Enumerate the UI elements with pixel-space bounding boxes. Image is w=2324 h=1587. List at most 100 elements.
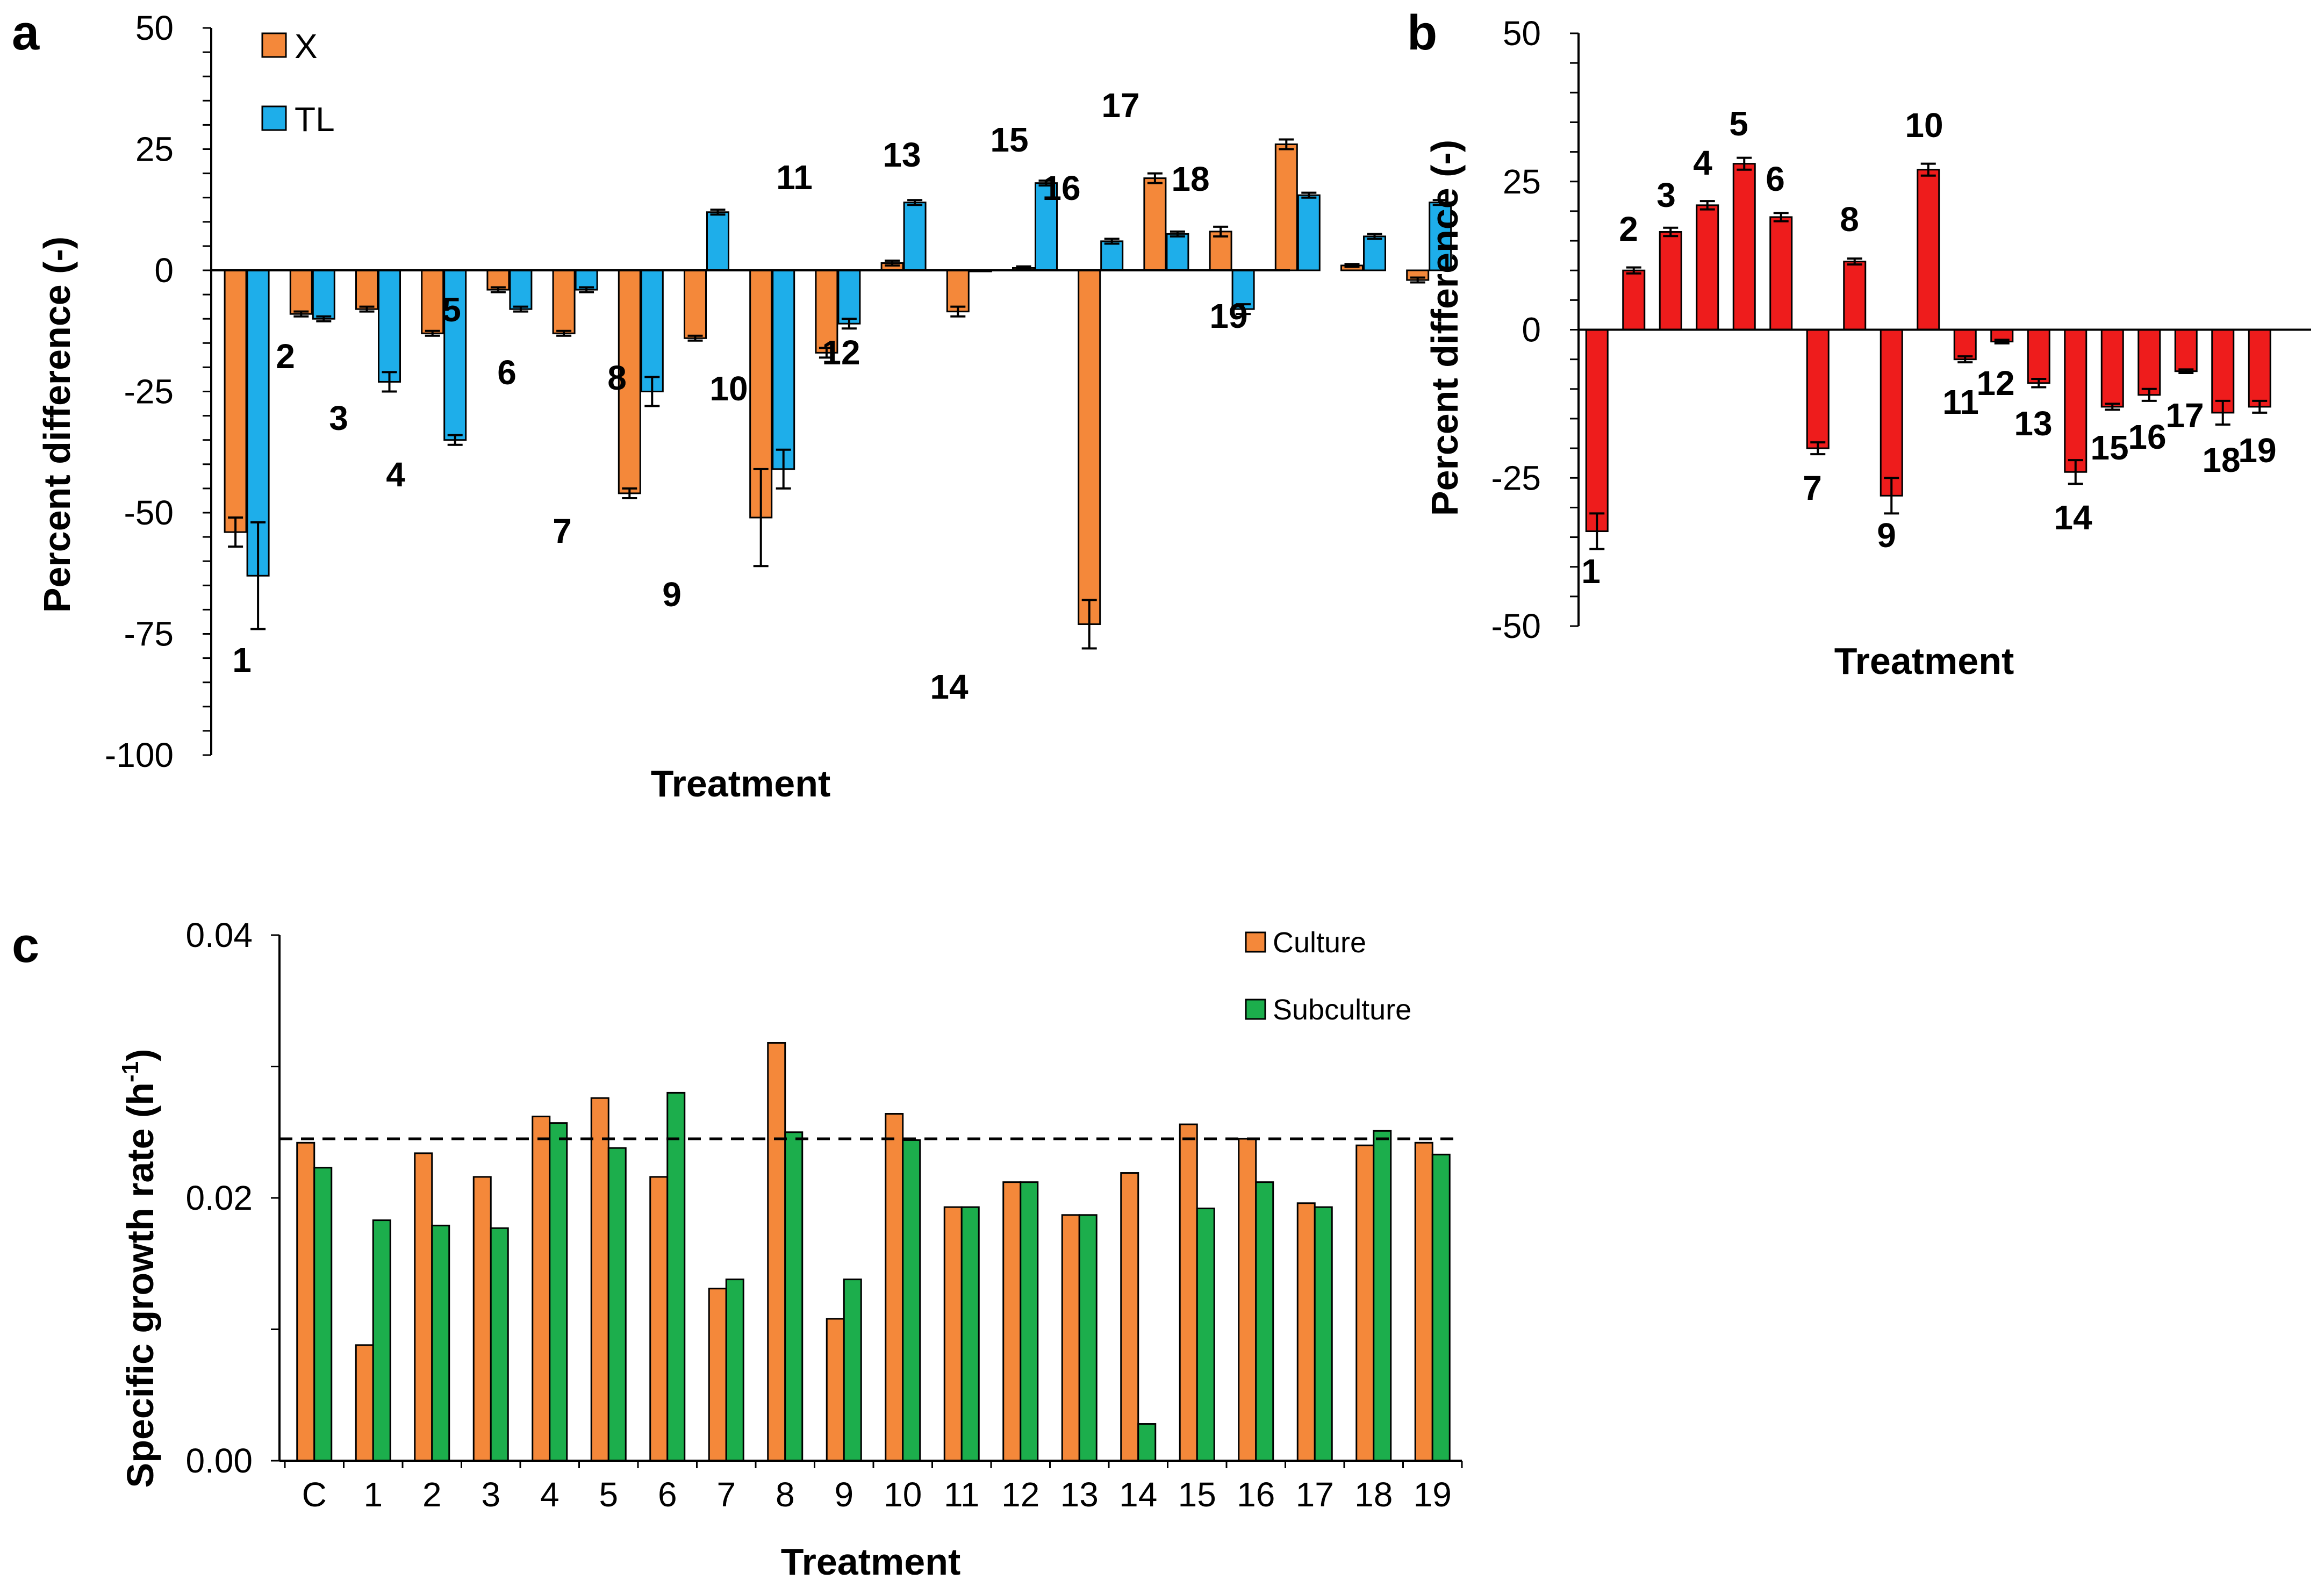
bar-tl-3 <box>378 269 401 383</box>
bar-b-8 <box>1843 261 1867 331</box>
bar-tl-5 <box>509 269 533 310</box>
error-bar-tl-9 <box>776 448 791 490</box>
bar-culture-C <box>296 1141 315 1462</box>
error-bar-tl-8 <box>710 209 726 216</box>
error-bar-b-7 <box>1810 441 1826 456</box>
error-bar-tl-4 <box>447 434 463 446</box>
error-bar-b-8 <box>1847 257 1862 266</box>
bar-culture-17 <box>1296 1202 1316 1462</box>
bar-x-3 <box>355 269 378 310</box>
error-bar-b-3 <box>1663 226 1679 238</box>
error-bar-b-17 <box>2178 368 2194 375</box>
error-bar-b-18 <box>2215 399 2230 426</box>
panel-c-chart: C 1 2 3 4 5 6 7 8 9 10 11 12 13 14 15 16 17 18 190.040.020.… <box>117 916 1463 1583</box>
bar-tl-2 <box>312 269 335 320</box>
error-bar-b-6 <box>1773 212 1789 222</box>
bar-x-16 <box>1209 231 1232 271</box>
a-y-tick-label: -25 <box>124 372 174 411</box>
bar-culture-9 <box>826 1318 845 1462</box>
bar-x-4 <box>421 269 444 334</box>
b-y-tick-label: 25 <box>1503 162 1541 201</box>
legend-tl-label: TL <box>295 100 335 139</box>
error-bar-x-7 <box>622 487 637 499</box>
c-x-axis-title: Treatment <box>781 1541 961 1583</box>
bar-subculture-7 <box>725 1279 744 1462</box>
bar-culture-16 <box>1238 1138 1257 1462</box>
bar-b-3 <box>1659 231 1682 331</box>
c-x-tick-label-5: 5 <box>599 1475 618 1514</box>
b-category-label-18: 18 <box>2202 441 2240 479</box>
bar-subculture-3 <box>490 1227 509 1462</box>
bar-b-10 <box>1917 169 1940 331</box>
a-category-label-11: 11 <box>776 158 813 197</box>
b-category-label-5: 5 <box>1729 104 1748 143</box>
a-category-label-4: 4 <box>386 455 405 494</box>
bar-x-1 <box>224 269 247 533</box>
b-category-label-16: 16 <box>2128 418 2166 456</box>
error-bar-tl-15 <box>1170 230 1185 238</box>
bar-tl-18 <box>1363 235 1386 271</box>
a-x-axis-title: Treatment <box>651 763 831 805</box>
bar-tl-10 <box>837 269 861 325</box>
error-bar-b-13 <box>2031 378 2047 389</box>
a-category-label-10: 10 <box>709 369 748 408</box>
legend-subculture-label: Subculture <box>1273 994 1411 1026</box>
error-bar-tl-18 <box>1367 233 1382 240</box>
bar-culture-5 <box>590 1097 609 1462</box>
c-y-axis-title: Specific growth rate (h-1) <box>117 1049 161 1488</box>
bar-tl-15 <box>1166 233 1189 271</box>
error-bar-tl-11 <box>907 199 923 206</box>
c-x-tick-label-12: 12 <box>1001 1475 1039 1514</box>
a-y-tick-label: 0 <box>154 251 174 290</box>
b-category-label-12: 12 <box>1976 364 2014 403</box>
c-y-tick-label: 0.00 <box>185 1441 253 1480</box>
bar-subculture-5 <box>607 1147 627 1462</box>
a-category-label-15: 15 <box>990 120 1028 159</box>
bar-culture-15 <box>1179 1123 1198 1462</box>
a-category-label-19: 19 <box>1209 297 1247 335</box>
c-x-tick-label-8: 8 <box>776 1475 795 1514</box>
bar-subculture-2 <box>431 1224 450 1462</box>
bar-b-7 <box>1806 329 1830 449</box>
c-x-tick-label-19: 19 <box>1414 1475 1452 1514</box>
bar-subculture-17 <box>1314 1206 1333 1462</box>
b-category-label-10: 10 <box>1905 106 1943 145</box>
c-x-tick-label-C: C <box>302 1475 327 1514</box>
bar-culture-12 <box>1002 1181 1022 1462</box>
c-x-tick-label-13: 13 <box>1060 1475 1099 1514</box>
bar-subculture-C <box>313 1167 333 1462</box>
error-bar-tl-1 <box>250 521 266 630</box>
b-category-label-9: 9 <box>1877 516 1896 555</box>
b-y-axis-title: Percent difference (-) <box>1424 140 1466 516</box>
error-bar-x-1 <box>228 516 243 548</box>
error-bar-x-6 <box>556 329 572 337</box>
b-category-label-8: 8 <box>1840 200 1859 239</box>
bar-subculture-9 <box>843 1279 862 1462</box>
legend-culture-swatch <box>1245 931 1266 953</box>
a-category-label-17: 17 <box>1101 86 1139 125</box>
b-category-label-13: 13 <box>2014 404 2052 443</box>
error-bar-b-4 <box>1699 200 1715 211</box>
legend-culture-label: Culture <box>1273 927 1366 959</box>
bar-b-9 <box>1880 329 1903 497</box>
a-category-label-3: 3 <box>329 399 348 437</box>
legend-tl-swatch <box>261 105 287 131</box>
c-y-tick-label: 0.02 <box>185 1179 253 1217</box>
bar-x-6 <box>552 269 576 334</box>
b-y-tick-label: 0 <box>1522 311 1541 349</box>
b-category-label-7: 7 <box>1803 469 1822 507</box>
error-bar-tl-5 <box>513 305 528 313</box>
bar-tl-14 <box>1100 240 1124 271</box>
bar-x-12 <box>946 269 970 313</box>
error-bar-b-11 <box>1957 355 1973 364</box>
bar-subculture-11 <box>960 1206 980 1462</box>
bar-culture-18 <box>1355 1144 1375 1462</box>
error-bar-x-19 <box>1410 276 1425 284</box>
a-category-label-6: 6 <box>497 353 517 392</box>
c-x-tick-label-15: 15 <box>1178 1475 1216 1514</box>
bar-culture-11 <box>943 1206 963 1462</box>
error-bar-x-8 <box>687 334 703 342</box>
error-bar-x-4 <box>425 329 440 337</box>
b-category-label-6: 6 <box>1766 160 1785 198</box>
